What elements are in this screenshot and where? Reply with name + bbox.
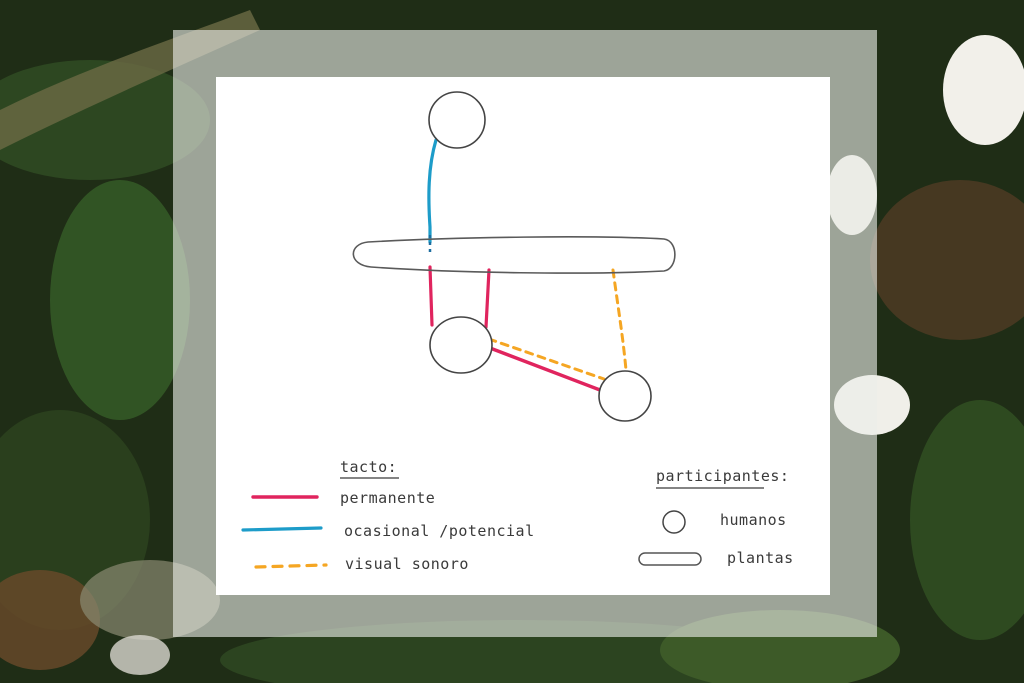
legend-label-permanent: permanente: [340, 489, 435, 507]
legend-participants-title: participantes:: [656, 467, 789, 485]
interaction-diagram: tacto: permanente ocasional /potencial v…: [241, 91, 794, 573]
edge-visual-sound-human-human: [487, 337, 606, 381]
node-human-middle: [429, 316, 493, 374]
diagram-paper: tacto: permanente ocasional /potencial v…: [216, 77, 830, 595]
edge-occasional-top-human-plant: [427, 138, 438, 244]
edge-permanent-plant-human-left: [428, 265, 434, 327]
node-plant: [352, 236, 676, 274]
edge-permanent-plant-human-right: [484, 268, 491, 329]
legend-swatch-visual-sound: [254, 563, 328, 569]
node-human-bottom-right: [598, 370, 652, 422]
legend-swatch-plant-capsule: [638, 552, 702, 566]
node-human-top: [428, 91, 486, 149]
edge-permanent-human-human: [488, 346, 602, 392]
edge-visual-sound-plant-human: [611, 268, 628, 372]
legend-label-plants: plantas: [727, 549, 794, 567]
legend-label-occasional: ocasional /potencial: [344, 522, 535, 540]
legend-swatch-occasional: [241, 526, 323, 532]
legend-label-visual-sound: visual sonoro: [345, 555, 469, 573]
legend-label-humans: humanos: [720, 511, 787, 529]
legend-swatch-human-circle: [662, 510, 686, 534]
legend-contact-title: tacto:: [340, 458, 397, 476]
